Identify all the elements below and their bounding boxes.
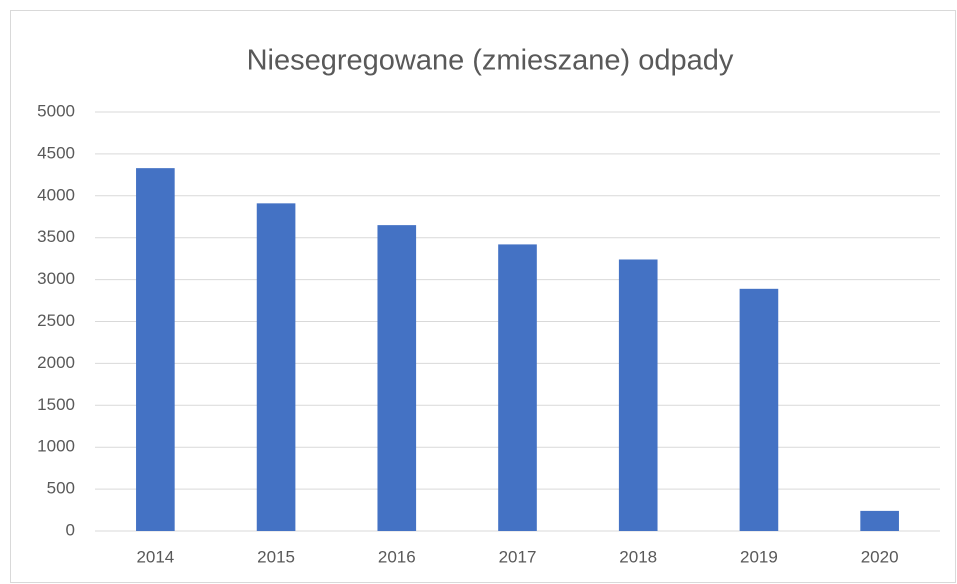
x-tick-label: 2019 [740,547,778,566]
y-tick-label: 2000 [37,353,75,372]
bar [739,288,779,531]
x-tick-label: 2014 [136,547,174,566]
y-tick-label: 1500 [37,395,75,414]
bar [618,259,658,531]
y-tick-label: 3500 [37,227,75,246]
x-tick-label: 2016 [378,547,416,566]
y-tick-label: 5000 [37,101,75,120]
x-tick-label: 2020 [861,547,899,566]
y-tick-label: 2500 [37,311,75,330]
bar [377,225,417,531]
bar [256,203,296,532]
bar [136,168,175,531]
chart-title: Niesegregowane (zmieszane) odpady [247,45,734,77]
x-tick-label: 2018 [619,547,657,566]
y-tick-label: 4000 [37,185,75,204]
y-tick-label: 3000 [37,269,75,288]
bar [860,510,899,531]
bar [498,244,537,532]
x-tick-label: 2015 [257,547,295,566]
y-tick-label: 1000 [37,437,75,456]
y-tick-label: 4500 [37,143,75,162]
y-tick-label: 0 [66,520,75,539]
y-tick-label: 500 [47,479,75,498]
x-tick-label: 2017 [499,547,537,566]
